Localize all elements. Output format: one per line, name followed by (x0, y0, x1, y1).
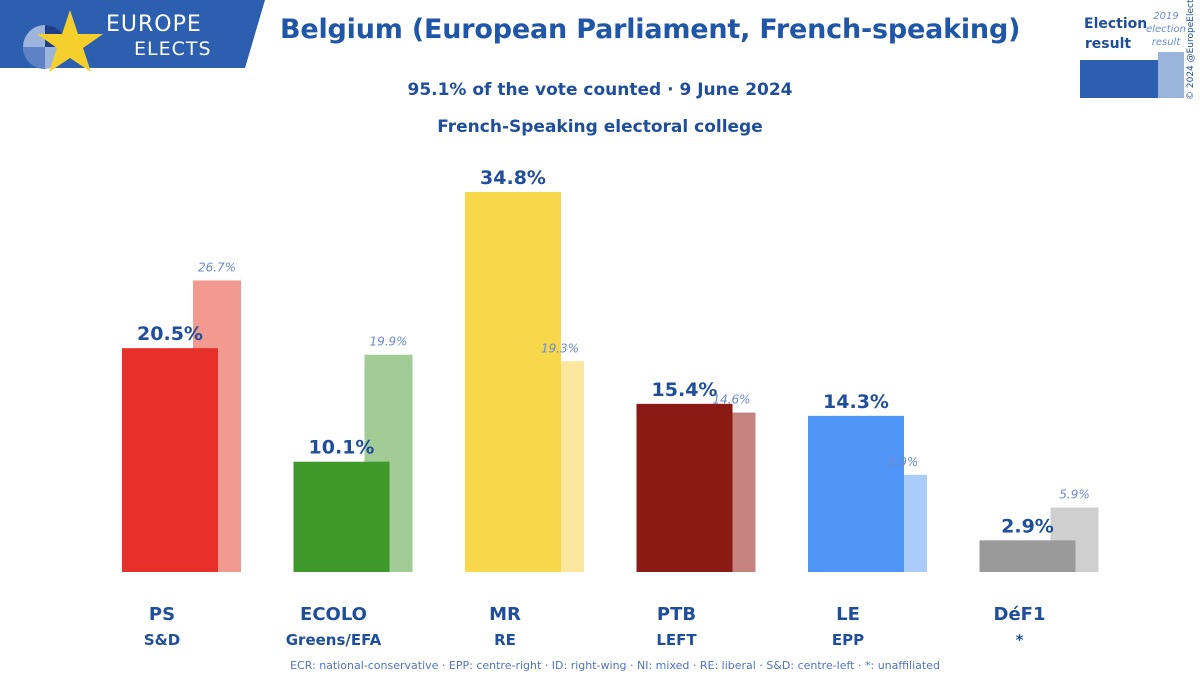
value-label-prev-2: 19.3% (541, 341, 579, 355)
chart-subtitle-college: French-Speaking electoral college (437, 117, 763, 137)
bar-current-3 (636, 403, 733, 572)
group-label-5: * (1016, 631, 1024, 649)
value-label-current-4: 14.3% (823, 391, 889, 413)
legend: Election result 2019 election result (1072, 10, 1186, 105)
legend-prev-swatch (1158, 52, 1184, 98)
europe-elects-logo: EUROPE ELECTS (0, 0, 270, 74)
category-label-2: MR (489, 604, 521, 625)
value-label-current-1: 10.1% (309, 437, 375, 459)
chart-subtitle: 95.1% of the vote counted · 9 June 2024 (407, 80, 793, 100)
bar-current-1 (293, 461, 390, 572)
value-label-current-5: 2.9% (1001, 515, 1054, 537)
value-label-prev-3: 14.6% (712, 393, 750, 407)
category-label-3: PTB (657, 604, 696, 625)
value-label-current-0: 20.5% (137, 323, 203, 345)
group-label-2: RE (494, 631, 516, 649)
value-label-prev-0: 26.7% (198, 260, 236, 274)
group-label-3: LEFT (656, 631, 697, 649)
group-label-1: Greens/EFA (286, 631, 382, 649)
chart-title: Belgium (European Parliament, French-spe… (280, 14, 1021, 45)
group-label-4: EPP (832, 631, 864, 649)
legend-main-label: Election result (1084, 16, 1148, 52)
category-label-4: LE (836, 604, 860, 625)
legend-main-swatch (1080, 60, 1158, 98)
group-label-0: S&D (144, 631, 180, 649)
value-label-prev-4: 8.9% (888, 455, 919, 469)
bar-current-4 (808, 415, 904, 572)
bar-current-0 (122, 348, 218, 572)
value-label-prev-5: 5.9% (1059, 488, 1090, 502)
value-label-current-3: 15.4% (652, 379, 718, 401)
bar-current-5 (979, 540, 1076, 572)
category-label-5: DéF1 (994, 604, 1046, 625)
footer-legend: ECR: national-conservative · EPP: centre… (290, 659, 940, 672)
legend-prev-label: 2019 election result (1146, 11, 1186, 48)
bar-current-2 (465, 192, 561, 572)
value-label-prev-1: 19.9% (369, 335, 407, 349)
category-label-0: PS (149, 604, 175, 625)
value-label-current-2: 34.8% (480, 167, 546, 189)
logo-line1: EUROPE (106, 12, 202, 37)
category-label-1: ECOLO (300, 604, 367, 625)
logo-line2: ELECTS (134, 38, 212, 60)
